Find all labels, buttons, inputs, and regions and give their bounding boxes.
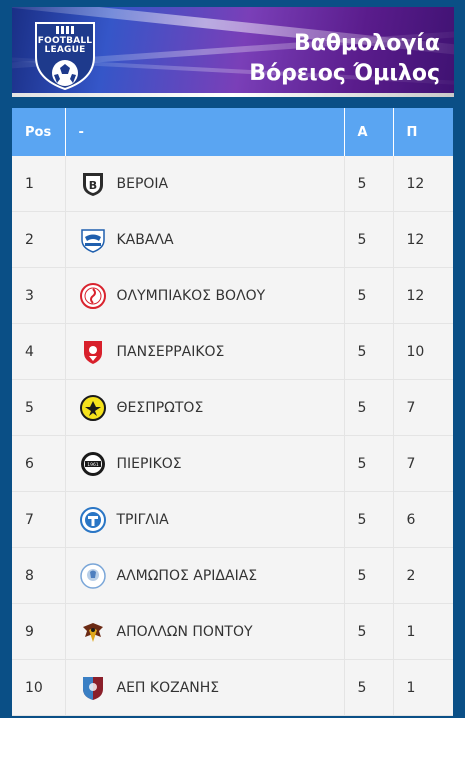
page-title: Βαθμολογία Βόρειος Όμιλος xyxy=(249,29,440,89)
row-games: 5 xyxy=(344,659,394,716)
row-team: ΟΛΥΜΠΙΑΚΟΣ ΒΟΛΟΥ xyxy=(65,267,345,324)
svg-text:1961: 1961 xyxy=(87,462,99,468)
row-position: 7 xyxy=(12,491,66,548)
row-position: 1 xyxy=(12,156,66,212)
row-team: ΑΛΜΩΠΟΣ ΑΡΙΔΑΙΑΣ xyxy=(65,547,345,604)
row-points: 2 xyxy=(393,547,453,604)
table-header-row: Pos - A Π xyxy=(12,108,453,156)
row-team: ΑΕΠ ΚΟΖΑΝΗΣ xyxy=(65,659,345,716)
row-team: ΑΠΟΛΛΩΝ ΠΟΝΤΟΥ xyxy=(65,603,345,660)
column-header-team[interactable]: - xyxy=(65,108,345,156)
table-row[interactable]: 5 ΘΕΣΠΡΩΤΟΣ 5 7 xyxy=(12,379,453,436)
page-frame: FOOTBALL LEAGUE Βαθμολογία Βόρειος Όμιλο… xyxy=(0,0,465,718)
row-games: 5 xyxy=(344,156,394,212)
team-name[interactable]: ΚΑΒΑΛΑ xyxy=(116,231,174,248)
row-points: 10 xyxy=(393,323,453,380)
row-games: 5 xyxy=(344,211,394,268)
column-header-pos[interactable]: Pos xyxy=(12,108,66,156)
row-games: 5 xyxy=(344,323,394,380)
header-banner: FOOTBALL LEAGUE Βαθμολογία Βόρειος Όμιλο… xyxy=(12,7,454,97)
row-team: ΘΕΣΠΡΩΤΟΣ xyxy=(65,379,345,436)
row-points: 1 xyxy=(393,603,453,660)
row-team: ΤΡΙΓΛΙΑ xyxy=(65,491,345,548)
olympiakos-volou-crest-icon xyxy=(79,282,107,310)
team-name[interactable]: ΠΙΕΡΙΚΟΣ xyxy=(116,455,182,472)
panserraikos-crest-icon xyxy=(79,338,107,366)
column-header-games[interactable]: A xyxy=(344,108,394,156)
row-games: 5 xyxy=(344,603,394,660)
kavala-crest-icon xyxy=(79,226,107,254)
row-games: 5 xyxy=(344,435,394,492)
row-team: 1961 ΠΙΕΡΙΚΟΣ xyxy=(65,435,345,492)
row-points: 6 xyxy=(393,491,453,548)
svg-text:B: B xyxy=(88,179,96,192)
football-league-logo: FOOTBALL LEAGUE xyxy=(30,17,100,91)
team-name[interactable]: ΟΛΥΜΠΙΑΚΟΣ ΒΟΛΟΥ xyxy=(116,287,266,304)
team-name[interactable]: ΑΕΠ ΚΟΖΑΝΗΣ xyxy=(116,679,220,696)
veria-crest-icon: B xyxy=(79,170,107,198)
row-points: 7 xyxy=(393,435,453,492)
table-row[interactable]: 9 ΑΠΟΛΛΩΝ ΠΟΝΤΟΥ 5 1 xyxy=(12,603,453,660)
logo-text-line1: FOOTBALL xyxy=(37,36,93,46)
apollon-pontou-crest-icon xyxy=(79,618,107,646)
team-name[interactable]: ΒΕΡΟΙΑ xyxy=(116,175,169,192)
row-games: 5 xyxy=(344,547,394,604)
row-team: ΠΑΝΣΕΡΡΑΙΚΟΣ xyxy=(65,323,345,380)
row-games: 5 xyxy=(344,267,394,324)
triglia-crest-icon xyxy=(79,506,107,534)
row-points: 12 xyxy=(393,211,453,268)
row-team: ΚΑΒΑΛΑ xyxy=(65,211,345,268)
table-row[interactable]: 3 ΟΛΥΜΠΙΑΚΟΣ ΒΟΛΟΥ 5 12 xyxy=(12,267,453,324)
logo-text-line2: LEAGUE xyxy=(44,45,86,55)
table-row[interactable]: 8 ΑΛΜΩΠΟΣ ΑΡΙΔΑΙΑΣ 5 2 xyxy=(12,547,453,604)
pierikos-crest-icon: 1961 xyxy=(79,450,107,478)
thesprotos-crest-icon xyxy=(79,394,107,422)
row-points: 12 xyxy=(393,267,453,324)
table-row[interactable]: 1 B ΒΕΡΟΙΑ 5 12 xyxy=(12,156,453,212)
team-name[interactable]: ΑΛΜΩΠΟΣ ΑΡΙΔΑΙΑΣ xyxy=(116,567,258,584)
row-games: 5 xyxy=(344,491,394,548)
title-line2: Βόρειος Όμιλος xyxy=(249,61,440,86)
title-line1: Βαθμολογία xyxy=(293,31,440,56)
table-row[interactable]: 4 ΠΑΝΣΕΡΡΑΙΚΟΣ 5 10 xyxy=(12,323,453,380)
table-row[interactable]: 2 ΚΑΒΑΛΑ 5 12 xyxy=(12,211,453,268)
almopos-crest-icon xyxy=(79,562,107,590)
row-position: 6 xyxy=(12,435,66,492)
row-position: 5 xyxy=(12,379,66,436)
row-position: 9 xyxy=(12,603,66,660)
column-header-points[interactable]: Π xyxy=(393,108,453,156)
table-row[interactable]: 10 ΑΕΠ ΚΟΖΑΝΗΣ 5 1 xyxy=(12,659,453,716)
row-position: 8 xyxy=(12,547,66,604)
row-position: 2 xyxy=(12,211,66,268)
row-games: 5 xyxy=(344,379,394,436)
table-row[interactable]: 6 1961 ΠΙΕΡΙΚΟΣ 5 7 xyxy=(12,435,453,492)
table-row[interactable]: 7 ΤΡΙΓΛΙΑ 5 6 xyxy=(12,491,453,548)
team-name[interactable]: ΤΡΙΓΛΙΑ xyxy=(116,511,169,528)
row-position: 4 xyxy=(12,323,66,380)
row-points: 7 xyxy=(393,379,453,436)
row-position: 3 xyxy=(12,267,66,324)
row-position: 10 xyxy=(12,659,66,716)
team-name[interactable]: ΠΑΝΣΕΡΡΑΙΚΟΣ xyxy=(116,343,225,360)
team-name[interactable]: ΑΠΟΛΛΩΝ ΠΟΝΤΟΥ xyxy=(116,623,253,640)
row-team: B ΒΕΡΟΙΑ xyxy=(65,156,345,212)
standings-table: Pos - A Π 1 B ΒΕΡΟΙΑ 5 12 2 ΚΑΒΑΛΑ 5 12 3 ΟΛΥΜΠΙΑΚ… xyxy=(12,108,453,716)
row-points: 1 xyxy=(393,659,453,716)
aep-kozanis-crest-icon xyxy=(79,674,107,702)
row-points: 12 xyxy=(393,156,453,212)
team-name[interactable]: ΘΕΣΠΡΩΤΟΣ xyxy=(116,399,204,416)
